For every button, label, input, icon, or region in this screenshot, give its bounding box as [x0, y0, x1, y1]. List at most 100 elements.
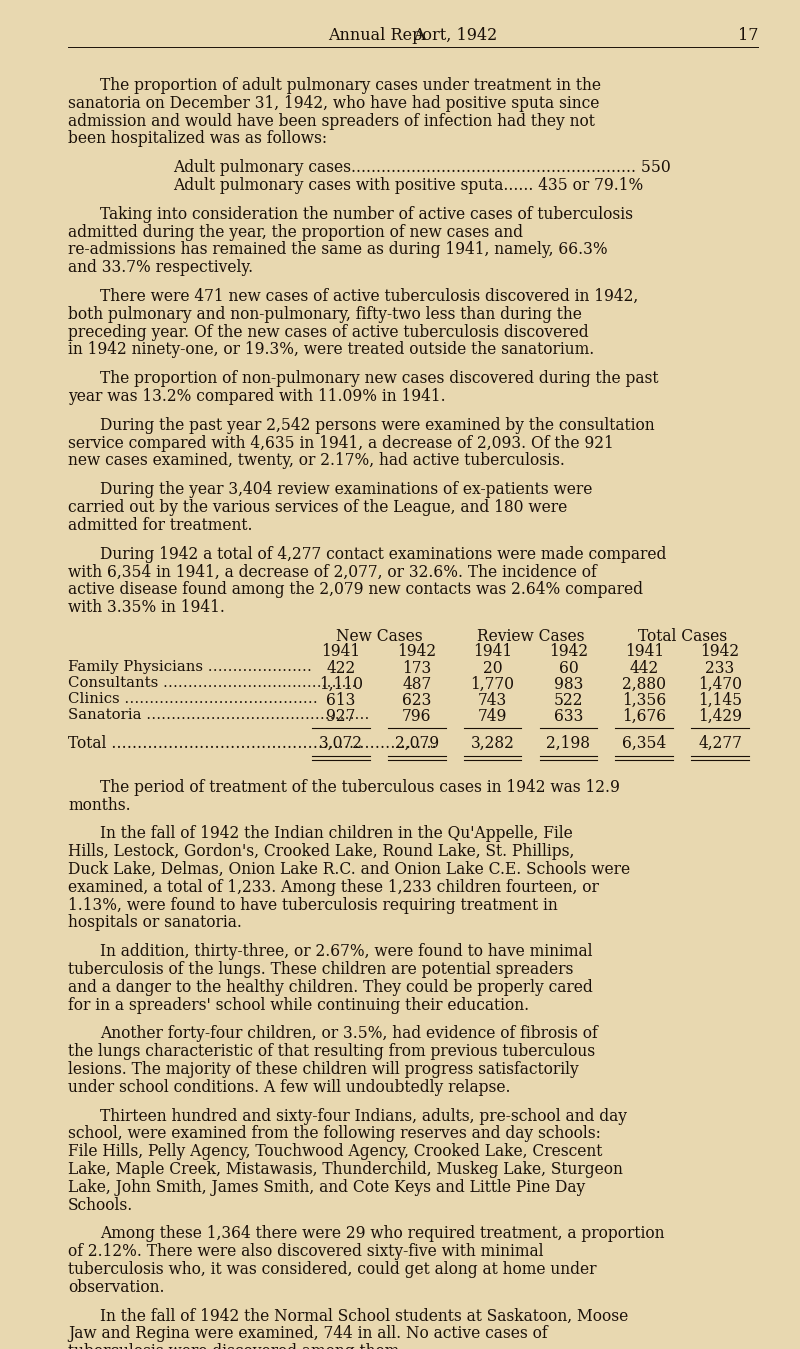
- Text: carried out by the various services of the League, and 180 were: carried out by the various services of t…: [68, 499, 567, 517]
- Text: In the fall of 1942 the Normal School students at Saskatoon, Moose: In the fall of 1942 the Normal School st…: [100, 1307, 628, 1325]
- Text: Clinics …………………………………: Clinics …………………………………: [68, 692, 318, 706]
- Text: for in a spreaders' school while continuing their education.: for in a spreaders' school while continu…: [68, 997, 529, 1013]
- Text: tuberculosis of the lungs. These children are potential spreaders: tuberculosis of the lungs. These childre…: [68, 960, 574, 978]
- Text: There were 471 new cases of active tuberculosis discovered in 1942,: There were 471 new cases of active tuber…: [100, 287, 638, 305]
- Text: 4,277: 4,277: [698, 735, 742, 751]
- Text: observation.: observation.: [68, 1279, 165, 1296]
- Text: 422: 422: [326, 660, 355, 677]
- Text: A: A: [413, 27, 425, 45]
- Text: 2,880: 2,880: [622, 676, 666, 693]
- Text: lesions. The majority of these children will progress satisfactorily: lesions. The majority of these children …: [68, 1060, 578, 1078]
- Text: 17: 17: [738, 27, 758, 45]
- Text: 1,429: 1,429: [698, 708, 742, 724]
- Text: Jaw and Regina were examined, 744 in all. No active cases of: Jaw and Regina were examined, 744 in all…: [68, 1325, 548, 1342]
- Text: admitted during the year, the proportion of new cases and: admitted during the year, the proportion…: [68, 224, 523, 240]
- Text: Consultants …………………………………: Consultants …………………………………: [68, 676, 356, 689]
- Text: 1,110: 1,110: [319, 676, 363, 693]
- Text: Total ………………………………………………………: Total ………………………………………………………: [68, 735, 437, 751]
- Text: 1,676: 1,676: [622, 708, 666, 724]
- Text: preceding year. Of the new cases of active tuberculosis discovered: preceding year. Of the new cases of acti…: [68, 324, 589, 340]
- Text: 6,354: 6,354: [622, 735, 666, 751]
- Text: tuberculosis who, it was considered, could get along at home under: tuberculosis who, it was considered, cou…: [68, 1261, 597, 1278]
- Text: sanatoria on December 31, 1942, who have had positive sputa since: sanatoria on December 31, 1942, who have…: [68, 94, 599, 112]
- Text: Schools.: Schools.: [68, 1197, 134, 1214]
- Text: active disease found among the 2,079 new contacts was 2.64% compared: active disease found among the 2,079 new…: [68, 581, 643, 598]
- Text: Taking into consideration the number of active cases of tuberculosis: Taking into consideration the number of …: [100, 206, 633, 223]
- Text: hospitals or sanatoria.: hospitals or sanatoria.: [68, 915, 242, 931]
- Text: examined, a total of 1,233. Among these 1,233 children fourteen, or: examined, a total of 1,233. Among these …: [68, 878, 599, 896]
- Text: 442: 442: [630, 660, 659, 677]
- Text: 623: 623: [402, 692, 431, 708]
- Text: 633: 633: [554, 708, 583, 724]
- Text: 1.13%, were found to have tuberculosis requiring treatment in: 1.13%, were found to have tuberculosis r…: [68, 897, 558, 913]
- Text: new cases examined, twenty, or 2.17%, had active tuberculosis.: new cases examined, twenty, or 2.17%, ha…: [68, 452, 565, 469]
- Text: under school conditions. A few will undoubtedly relapse.: under school conditions. A few will undo…: [68, 1079, 510, 1095]
- Text: of 2.12%. There were also discovered sixty-five with minimal: of 2.12%. There were also discovered six…: [68, 1244, 543, 1260]
- Text: 749: 749: [478, 708, 507, 724]
- Text: 1,770: 1,770: [470, 676, 514, 693]
- Text: Adult pulmonary cases......................................................... 5: Adult pulmonary cases...................…: [173, 159, 670, 177]
- Text: Adult pulmonary cases with positive sputa...... 435 or 79.1%: Adult pulmonary cases with positive sput…: [173, 177, 643, 194]
- Text: service compared with 4,635 in 1941, a decrease of 2,093. Of the 921: service compared with 4,635 in 1941, a d…: [68, 434, 614, 452]
- Text: Lake, John Smith, James Smith, and Cote Keys and Little Pine Day: Lake, John Smith, James Smith, and Cote …: [68, 1179, 586, 1195]
- Text: 3,072: 3,072: [319, 735, 363, 751]
- Text: re-admissions has remained the same as during 1941, namely, 66.3%: re-admissions has remained the same as d…: [68, 241, 608, 259]
- Text: with 3.35% in 1941.: with 3.35% in 1941.: [68, 599, 225, 616]
- Text: 927: 927: [326, 708, 356, 724]
- Text: Lake, Maple Creek, Mistawasis, Thunderchild, Muskeg Lake, Sturgeon: Lake, Maple Creek, Mistawasis, Thunderch…: [68, 1161, 623, 1178]
- Text: 233: 233: [706, 660, 734, 677]
- Text: Total Cases: Total Cases: [638, 627, 726, 645]
- Text: Family Physicians …………………: Family Physicians …………………: [68, 660, 312, 674]
- Text: New Cases: New Cases: [335, 627, 422, 645]
- Text: 1942: 1942: [397, 643, 436, 661]
- Text: 2,198: 2,198: [546, 735, 590, 751]
- Text: school, were examined from the following reserves and day schools:: school, were examined from the following…: [68, 1125, 601, 1143]
- Text: both pulmonary and non-pulmonary, fifty-two less than during the: both pulmonary and non-pulmonary, fifty-…: [68, 306, 582, 322]
- Text: the lungs characteristic of that resulting from previous tuberculous: the lungs characteristic of that resulti…: [68, 1043, 595, 1060]
- Text: 1,356: 1,356: [622, 692, 666, 708]
- Text: During the year 3,404 review examinations of ex-patients were: During the year 3,404 review examination…: [100, 482, 592, 498]
- Text: 1941: 1941: [625, 643, 664, 661]
- Text: During the past year 2,542 persons were examined by the consultation: During the past year 2,542 persons were …: [100, 417, 654, 434]
- Text: Sanatoria ………………………………………: Sanatoria ………………………………………: [68, 708, 370, 722]
- Text: and a danger to the healthy children. They could be properly cared: and a danger to the healthy children. Th…: [68, 979, 593, 996]
- Text: 20: 20: [482, 660, 502, 677]
- Text: 487: 487: [402, 676, 431, 693]
- Text: 522: 522: [554, 692, 583, 708]
- Text: been hospitalized was as follows:: been hospitalized was as follows:: [68, 131, 327, 147]
- Text: 983: 983: [554, 676, 583, 693]
- Text: In the fall of 1942 the Indian children in the Qu'Appelle, File: In the fall of 1942 the Indian children …: [100, 826, 573, 842]
- Text: 1942: 1942: [549, 643, 588, 661]
- Text: Hills, Lestock, Gordon's, Crooked Lake, Round Lake, St. Phillips,: Hills, Lestock, Gordon's, Crooked Lake, …: [68, 843, 574, 861]
- Text: months.: months.: [68, 796, 130, 813]
- Text: 2,079: 2,079: [394, 735, 439, 751]
- Text: 1941: 1941: [473, 643, 512, 661]
- Text: admitted for treatment.: admitted for treatment.: [68, 517, 253, 534]
- Text: Annual Report, 1942: Annual Report, 1942: [328, 27, 498, 45]
- Text: and 33.7% respectively.: and 33.7% respectively.: [68, 259, 253, 277]
- Text: tuberculosis were discovered among them.: tuberculosis were discovered among them.: [68, 1344, 404, 1349]
- Text: 1942: 1942: [701, 643, 740, 661]
- Text: 173: 173: [402, 660, 431, 677]
- Text: admission and would have been spreaders of infection had they not: admission and would have been spreaders …: [68, 112, 595, 130]
- Text: with 6,354 in 1941, a decrease of 2,077, or 32.6%. The incidence of: with 6,354 in 1941, a decrease of 2,077,…: [68, 564, 597, 580]
- Text: 613: 613: [326, 692, 356, 708]
- Text: in 1942 ninety-one, or 19.3%, were treated outside the sanatorium.: in 1942 ninety-one, or 19.3%, were treat…: [68, 341, 594, 359]
- Text: 1,145: 1,145: [698, 692, 742, 708]
- Text: In addition, thirty-three, or 2.67%, were found to have minimal: In addition, thirty-three, or 2.67%, wer…: [100, 943, 593, 960]
- Text: Thirteen hundred and sixty-four Indians, adults, pre-school and day: Thirteen hundred and sixty-four Indians,…: [100, 1108, 627, 1125]
- Text: 1,470: 1,470: [698, 676, 742, 693]
- Text: 1941: 1941: [322, 643, 361, 661]
- Text: 3,282: 3,282: [470, 735, 514, 751]
- Text: The proportion of non-pulmonary new cases discovered during the past: The proportion of non-pulmonary new case…: [100, 370, 658, 387]
- Text: File Hills, Pelly Agency, Touchwood Agency, Crooked Lake, Crescent: File Hills, Pelly Agency, Touchwood Agen…: [68, 1143, 602, 1160]
- Text: 796: 796: [402, 708, 431, 724]
- Text: The proportion of adult pulmonary cases under treatment in the: The proportion of adult pulmonary cases …: [100, 77, 601, 94]
- Text: Among these 1,364 there were 29 who required treatment, a proportion: Among these 1,364 there were 29 who requ…: [100, 1225, 665, 1242]
- Text: Review Cases: Review Cases: [477, 627, 584, 645]
- Text: During 1942 a total of 4,277 contact examinations were made compared: During 1942 a total of 4,277 contact exa…: [100, 545, 666, 563]
- Text: year was 13.2% compared with 11.09% in 1941.: year was 13.2% compared with 11.09% in 1…: [68, 389, 446, 405]
- Text: 60: 60: [558, 660, 578, 677]
- Text: Another forty-four children, or 3.5%, had evidence of fibrosis of: Another forty-four children, or 3.5%, ha…: [100, 1025, 598, 1043]
- Text: The period of treatment of the tuberculous cases in 1942 was 12.9: The period of treatment of the tuberculo…: [100, 778, 620, 796]
